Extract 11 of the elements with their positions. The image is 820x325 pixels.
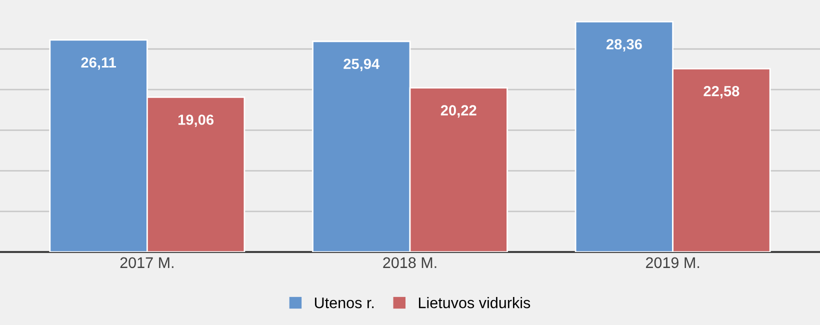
x-tick-label: 2017 M. (120, 257, 174, 268)
data-label: 26,11 (81, 57, 116, 70)
data-label: 25,94 (344, 58, 380, 72)
legend-label: Utenos r. (314, 298, 374, 308)
data-label: 22,58 (704, 86, 740, 98)
legend-label: Lietuvos vidurkis (418, 297, 530, 308)
data-label: 19,06 (178, 114, 214, 128)
x-tick-label: 2019 M. (646, 257, 700, 268)
x-tick-label: 2018 M. (383, 257, 436, 268)
data-label: 20,22 (440, 105, 476, 118)
data-label: 28,36 (606, 39, 642, 52)
